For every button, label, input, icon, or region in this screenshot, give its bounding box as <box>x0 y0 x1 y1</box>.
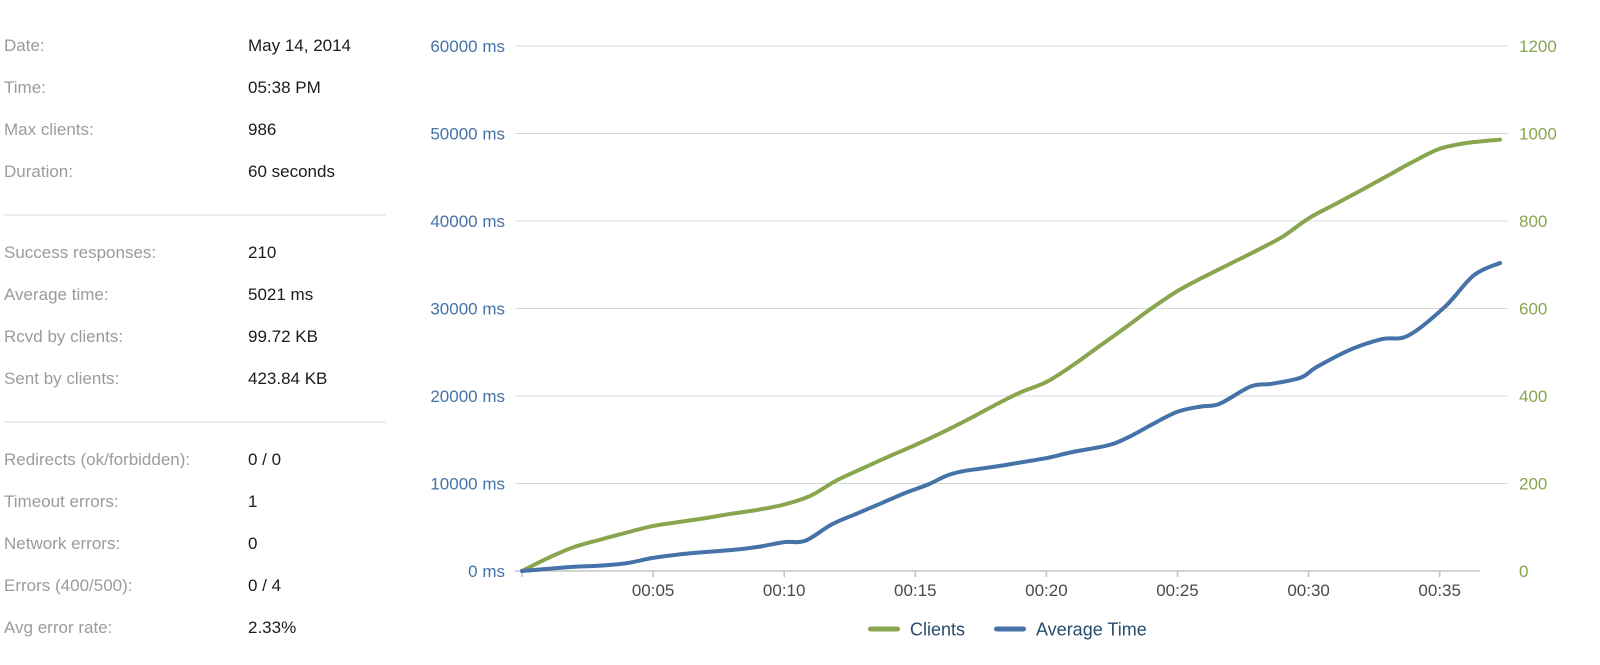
y-axis-right-label: 600 <box>1519 300 1547 319</box>
y-axis-left-label: 30000 ms <box>430 300 505 319</box>
stat-row: Time: 05:38 PM <box>4 67 388 109</box>
x-axis-label: 00:15 <box>894 581 937 600</box>
stat-value: 5021 ms <box>248 285 314 304</box>
stat-row: Avg error rate: 2.33% <box>4 607 388 649</box>
stat-value: 986 <box>248 120 277 139</box>
stat-label: Timeout errors: <box>4 492 119 511</box>
stat-value: 0 / 4 <box>248 576 282 595</box>
y-axis-right-label: 200 <box>1519 475 1547 494</box>
stat-label: Network errors: <box>4 534 121 553</box>
legend-marker-average-time[interactable] <box>994 626 1026 632</box>
y-axis-right-label: 1200 <box>1519 37 1557 56</box>
x-axis-label: 00:30 <box>1287 581 1330 600</box>
stat-row: Max clients: 986 <box>4 109 388 151</box>
stat-row: Duration: 60 seconds <box>4 151 388 193</box>
stat-row: Average time: 5021 ms <box>4 274 388 316</box>
x-axis-label: 00:35 <box>1418 581 1461 600</box>
y-axis-right-label: 400 <box>1519 387 1547 406</box>
y-axis-left-label: 60000 ms <box>430 37 505 56</box>
stat-label: Success responses: <box>4 243 157 262</box>
legend-marker-clients[interactable] <box>868 626 900 632</box>
stat-row: Redirects (ok/forbidden): 0 / 0 <box>4 439 388 481</box>
y-axis-left-label: 40000 ms <box>430 212 505 231</box>
stat-label: Rcvd by clients: <box>4 327 124 346</box>
y-axis-left-label: 0 ms <box>468 562 505 581</box>
x-axis-label: 00:20 <box>1025 581 1068 600</box>
x-axis-label: 00:10 <box>763 581 806 600</box>
chart-svg: 0 ms 0 10000 ms 200 20000 ms 400 30000 ms 600 40… <box>430 37 1557 640</box>
stats-section: Date: May 14, 2014 Time: 05:38 PM Max client… <box>4 25 388 193</box>
stat-value: 0 <box>248 534 258 553</box>
y-axis-left-label: 20000 ms <box>430 387 505 406</box>
stat-value: May 14, 2014 <box>248 36 352 55</box>
stat-value: 423.84 KB <box>248 369 328 388</box>
stats-section: Redirects (ok/forbidden): 0 / 0 Timeout er… <box>4 439 388 649</box>
series-line-clients[interactable] <box>520 137 1502 573</box>
response-time-clients-chart: 0 ms 0 10000 ms 200 20000 ms 400 30000 ms 600 40… <box>390 0 1600 660</box>
y-axis-right-label: 800 <box>1519 212 1547 231</box>
stat-row: Date: May 14, 2014 <box>4 25 388 67</box>
stat-label: Max clients: <box>4 120 94 139</box>
stat-row: Errors (400/500): 0 / 4 <box>4 565 388 607</box>
section-divider <box>4 421 386 423</box>
x-axis-label: 00:25 <box>1156 581 1199 600</box>
stat-row: Timeout errors: 1 <box>4 481 388 523</box>
legend-label-average-time[interactable]: Average Time <box>1036 620 1147 640</box>
section-divider <box>4 214 386 216</box>
y-axis-right-label: 0 <box>1519 562 1528 581</box>
stat-row: Rcvd by clients: 99.72 KB <box>4 316 388 358</box>
stat-label: Redirects (ok/forbidden): <box>4 450 191 469</box>
stat-value: 0 / 0 <box>248 450 282 469</box>
series-line-average-time[interactable] <box>520 261 1502 573</box>
stats-section: Success responses: 210 Average time: 5021 m… <box>4 232 388 400</box>
stat-value: 05:38 PM <box>248 78 321 97</box>
stat-label: Avg error rate: <box>4 618 113 637</box>
stat-row: Success responses: 210 <box>4 232 388 274</box>
stat-value: 1 <box>248 492 258 511</box>
stat-label: Time: <box>4 78 46 97</box>
stat-label: Average time: <box>4 285 109 304</box>
stat-value: 60 seconds <box>248 162 335 181</box>
y-axis-left-label: 50000 ms <box>430 125 505 144</box>
stat-label: Sent by clients: <box>4 369 120 388</box>
y-axis-left-label: 10000 ms <box>430 475 505 494</box>
stat-row: Sent by clients: 423.84 KB <box>4 358 388 400</box>
y-axis-right-label: 1000 <box>1519 125 1557 144</box>
stat-row: Network errors: 0 <box>4 523 388 565</box>
stat-value: 2.33% <box>248 618 297 637</box>
x-axis-label: 00:05 <box>632 581 675 600</box>
stats-panel: Date: May 14, 2014 Time: 05:38 PM Max client… <box>4 25 388 649</box>
legend-label-clients[interactable]: Clients <box>910 620 965 640</box>
stat-value: 99.72 KB <box>248 327 318 346</box>
stat-value: 210 <box>248 243 277 262</box>
stat-label: Duration: <box>4 162 73 181</box>
stat-label: Date: <box>4 36 45 55</box>
stat-label: Errors (400/500): <box>4 576 133 595</box>
